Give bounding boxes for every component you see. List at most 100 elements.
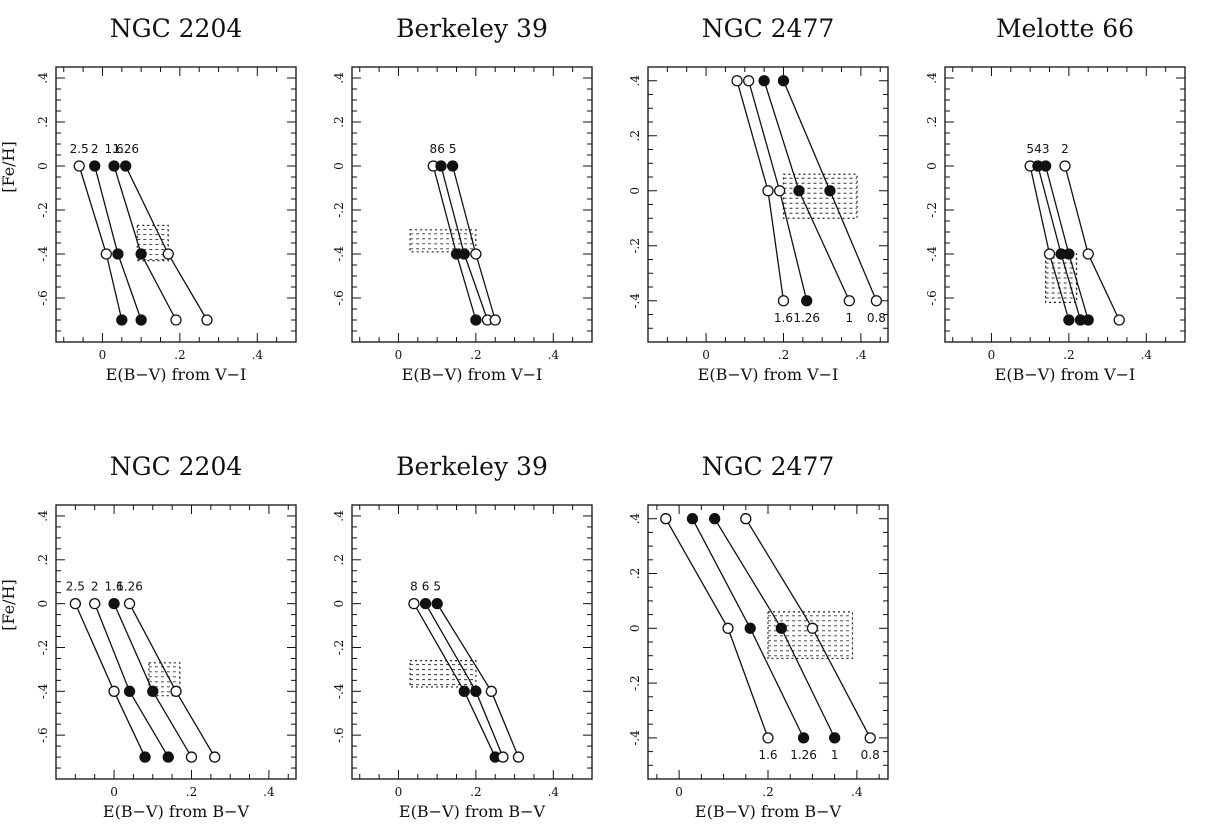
data-point-filled xyxy=(1082,314,1094,326)
x-tick-label: .2 xyxy=(470,785,481,799)
data-point-filled xyxy=(470,314,482,326)
y-tick-label: -.2 xyxy=(628,238,642,254)
data-point-open xyxy=(408,597,420,610)
series-3: 1.6 xyxy=(105,142,182,326)
y-tick-label: -.4 xyxy=(36,246,50,262)
x-tick-label: .2 xyxy=(470,348,481,362)
data-point-open xyxy=(742,75,755,87)
data-point-open xyxy=(1113,314,1125,326)
plot-frame xyxy=(351,66,593,343)
series-3: 1.6 xyxy=(105,580,198,763)
series-1: 1.6 xyxy=(660,513,778,762)
series-1: 8 xyxy=(408,580,501,763)
series-label: 3 xyxy=(1042,142,1050,156)
y-tick-label: -.4 xyxy=(925,246,939,262)
x-tick-label: 0 xyxy=(702,348,710,362)
data-point-filled xyxy=(147,685,159,697)
x-tick-label: .2 xyxy=(186,785,197,799)
data-point-open xyxy=(170,685,182,697)
series-3: 1 xyxy=(709,513,841,762)
data-point-filled xyxy=(139,751,151,763)
panel-title: Berkeley 39 xyxy=(396,14,548,43)
series-2: 1.26 xyxy=(742,75,820,325)
data-point-open xyxy=(69,597,82,610)
series-label: 1.26 xyxy=(790,748,817,762)
y-tick-label: .2 xyxy=(36,554,50,565)
data-point-filled xyxy=(1039,160,1052,172)
y-tick-label: -.6 xyxy=(36,290,50,306)
series-1: 2.5 xyxy=(66,580,151,763)
data-point-open xyxy=(864,732,876,744)
series-label: 4 xyxy=(1034,142,1042,156)
y-tick-label: -.4 xyxy=(628,730,642,746)
data-point-filled xyxy=(435,160,447,172)
series-4: 2 xyxy=(1059,142,1125,326)
data-point-open xyxy=(1082,248,1094,260)
x-axis-label: E(B−V) from V−I xyxy=(402,365,543,384)
x-tick-label: .2 xyxy=(762,785,773,799)
data-point-filled xyxy=(108,597,120,610)
data-point-open xyxy=(722,622,734,634)
y-tick-label: -.2 xyxy=(36,640,50,656)
series-label: 1 xyxy=(845,311,853,325)
x-tick-label: 0 xyxy=(988,348,996,362)
y-tick-label: .4 xyxy=(332,510,346,522)
series-line xyxy=(424,603,504,758)
panel-berkeley39-vi: 0 .2 .4 -.6 -.4 -.2 0 .2 .4 Berkeley 39 E(B−V) fro… xyxy=(332,14,593,384)
panel-melotte66-vi: 0 .2 .4 -.6 -.4 -.2 0 .2 .4 Melotte 66 E(B−V) from… xyxy=(925,14,1186,384)
series-1: 5 xyxy=(1024,142,1075,326)
data-point-filled xyxy=(829,732,841,744)
panel-ngc2477-bv: 0 .2 .4 -.4 -.2 0 .2 .4 NGC 2477 E(B−V) from B−V 1… xyxy=(628,452,889,821)
data-point-open xyxy=(470,248,482,260)
series-line xyxy=(452,165,496,321)
y-tick-label: 0 xyxy=(628,624,642,632)
data-point-filled xyxy=(744,622,756,634)
series-2: 6 xyxy=(419,580,509,763)
x-tick-label: .4 xyxy=(548,785,560,799)
y-tick-label: .2 xyxy=(332,116,346,127)
y-tick-label: -.2 xyxy=(628,675,642,691)
x-tick-label: .4 xyxy=(263,785,275,799)
data-point-open xyxy=(806,622,819,634)
y-tick-label: -.2 xyxy=(332,640,346,656)
y-tick-label: .4 xyxy=(36,72,50,84)
series-3: 1 xyxy=(758,75,855,325)
data-point-filled xyxy=(123,685,136,697)
series-label: 1 xyxy=(831,748,839,762)
series-label: 5 xyxy=(1026,142,1034,156)
data-point-open xyxy=(762,185,774,197)
y-tick-label: .2 xyxy=(925,116,939,127)
series-line xyxy=(94,603,169,758)
series-line xyxy=(1045,165,1089,321)
series-label: 0.8 xyxy=(861,748,880,762)
x-tick-label: .4 xyxy=(548,348,560,362)
y-axis-label: [Fe/H] xyxy=(0,579,18,631)
x-axis-label: E(B−V) from B−V xyxy=(399,802,546,821)
series-label: 6 xyxy=(422,580,430,594)
data-point-filled xyxy=(758,75,770,87)
data-point-filled xyxy=(135,248,147,260)
data-point-filled xyxy=(775,622,787,634)
y-tick-label: .2 xyxy=(36,116,50,127)
series-line xyxy=(413,603,496,758)
y-tick-label: 0 xyxy=(36,600,50,608)
plot-frame xyxy=(55,66,297,343)
x-axis-label: E(B−V) from V−I xyxy=(106,365,247,384)
data-point-filled xyxy=(162,751,174,763)
x-axis-label: E(B−V) from B−V xyxy=(695,802,842,821)
data-point-open xyxy=(497,751,509,763)
data-point-filled xyxy=(112,248,124,260)
panel-title: Berkeley 39 xyxy=(396,452,548,481)
data-point-open xyxy=(485,685,498,697)
y-tick-label: -.6 xyxy=(925,290,939,306)
panel-title: Melotte 66 xyxy=(996,14,1134,43)
data-point-open xyxy=(170,314,182,326)
data-point-open xyxy=(777,295,790,307)
data-point-open xyxy=(512,751,525,763)
data-point-filled xyxy=(824,185,836,197)
y-tick-label: -.6 xyxy=(332,290,346,306)
series-line xyxy=(94,165,142,321)
x-tick-label: 0 xyxy=(110,785,118,799)
uncertainty-region xyxy=(409,660,477,688)
